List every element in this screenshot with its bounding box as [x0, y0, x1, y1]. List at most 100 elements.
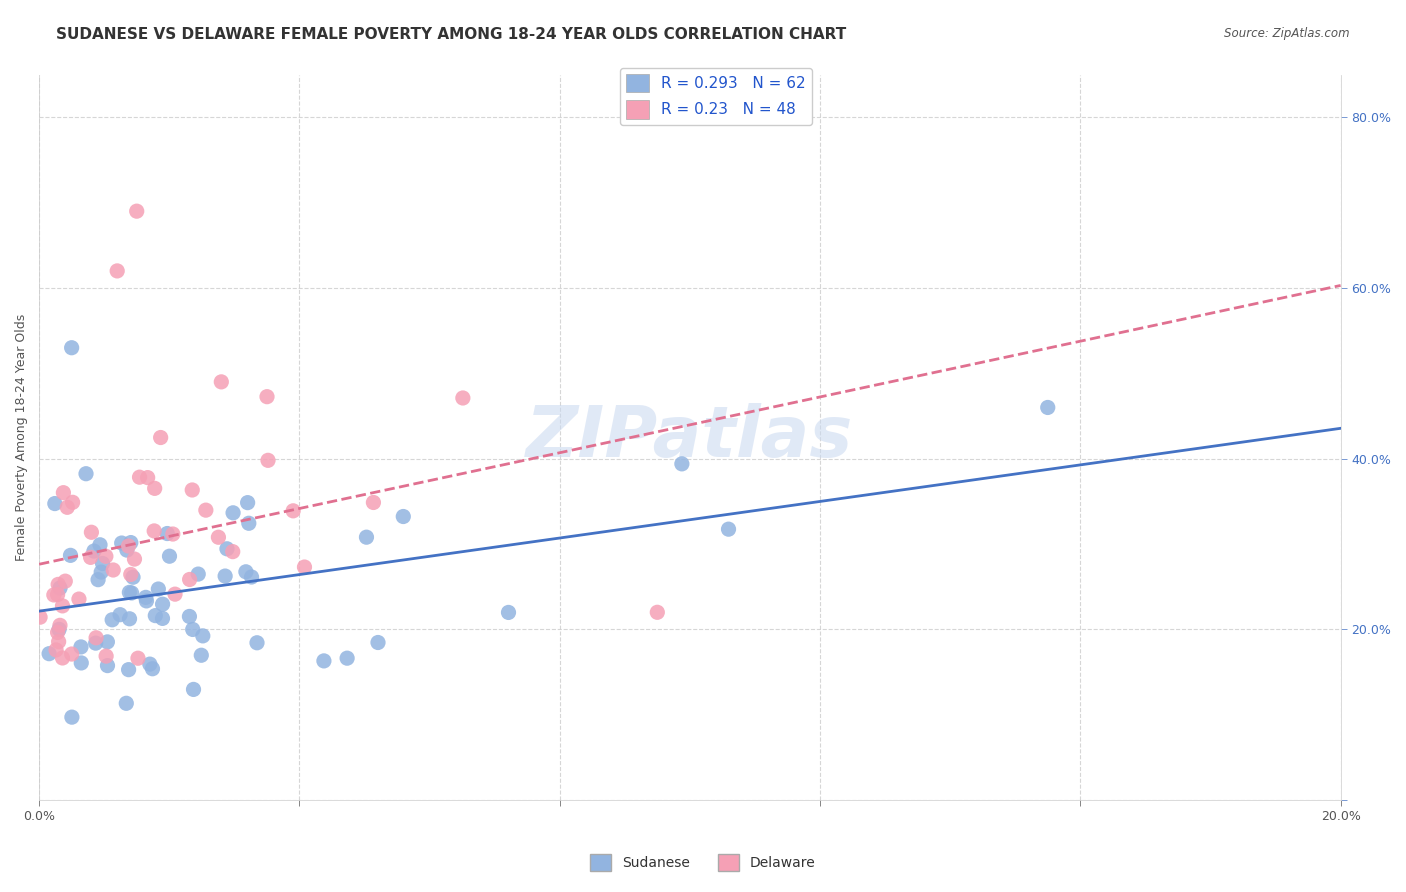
Point	[44, 497, 66, 511]
Point	[60, 647, 83, 661]
Point	[91, 557, 114, 571]
Point	[336, 651, 359, 665]
Point	[84, 636, 107, 650]
Point	[124, 552, 146, 566]
Point	[118, 585, 141, 599]
Point	[179, 573, 201, 587]
Point	[83, 544, 105, 558]
Point	[181, 483, 204, 497]
Point	[187, 567, 209, 582]
Point	[257, 453, 280, 467]
Point	[120, 567, 142, 582]
Point	[209, 375, 232, 389]
Point	[108, 607, 131, 622]
Point	[115, 696, 138, 710]
Point	[671, 457, 693, 471]
Point	[53, 574, 76, 589]
Point	[90, 565, 112, 579]
Point	[312, 654, 335, 668]
Point	[80, 525, 103, 540]
Point	[128, 470, 150, 484]
Point	[159, 549, 181, 564]
Text: SUDANESE VS DELAWARE FEMALE POVERTY AMONG 18-24 YEAR OLDS CORRELATION CHART: SUDANESE VS DELAWARE FEMALE POVERTY AMON…	[56, 27, 846, 42]
Point	[103, 563, 125, 577]
Point	[115, 543, 138, 558]
Point	[60, 341, 83, 355]
Point	[62, 495, 84, 509]
Point	[246, 636, 269, 650]
Point	[215, 541, 238, 556]
Point	[117, 663, 139, 677]
Point	[194, 503, 217, 517]
Point	[87, 573, 110, 587]
Point	[111, 536, 134, 550]
Point	[191, 629, 214, 643]
Point	[717, 522, 740, 536]
Point	[256, 390, 278, 404]
Point	[190, 648, 212, 663]
Point	[79, 550, 101, 565]
Point	[236, 495, 259, 509]
Point	[392, 509, 415, 524]
Point	[136, 470, 159, 484]
Point	[356, 530, 378, 544]
Point	[152, 611, 174, 625]
Point	[240, 570, 263, 584]
Point	[451, 391, 474, 405]
Point	[94, 649, 117, 664]
Point	[125, 204, 148, 219]
Point	[156, 526, 179, 541]
Point	[94, 549, 117, 564]
Point	[152, 597, 174, 611]
Point	[56, 500, 79, 515]
Point	[179, 609, 201, 624]
Point	[46, 625, 69, 640]
Point	[51, 599, 73, 613]
Point	[45, 643, 67, 657]
Point	[647, 605, 669, 619]
Point	[127, 651, 149, 665]
Point	[48, 623, 70, 637]
Point	[67, 592, 90, 607]
Text: Source: ZipAtlas.com: Source: ZipAtlas.com	[1225, 27, 1350, 40]
Point	[48, 634, 70, 648]
Point	[51, 651, 73, 665]
Point	[283, 504, 305, 518]
Point	[294, 560, 316, 574]
Point	[118, 612, 141, 626]
Point	[75, 467, 97, 481]
Point	[101, 613, 124, 627]
Point	[222, 544, 245, 558]
Point	[135, 591, 157, 605]
Point	[367, 635, 389, 649]
Point	[30, 610, 52, 624]
Point	[49, 618, 72, 632]
Point	[70, 656, 93, 670]
Point	[46, 577, 69, 591]
Point	[105, 264, 128, 278]
Point	[235, 565, 257, 579]
Point	[135, 594, 157, 608]
Legend: Sudanese, Delaware: Sudanese, Delaware	[585, 848, 821, 876]
Point	[122, 570, 145, 584]
Text: ZIPatlas: ZIPatlas	[526, 403, 853, 472]
Point	[1036, 401, 1059, 415]
Point	[222, 506, 245, 520]
Point	[46, 588, 69, 602]
Point	[117, 539, 139, 553]
Point	[70, 640, 93, 654]
Point	[49, 581, 72, 595]
Point	[84, 631, 107, 645]
Point	[181, 623, 204, 637]
Point	[52, 485, 75, 500]
Point	[38, 647, 60, 661]
Point	[96, 635, 118, 649]
Point	[143, 608, 166, 623]
Point	[162, 527, 184, 541]
Point	[59, 549, 82, 563]
Legend: R = 0.293   N = 62, R = 0.23   N = 48: R = 0.293 N = 62, R = 0.23 N = 48	[620, 68, 811, 125]
Point	[143, 524, 166, 538]
Point	[363, 495, 385, 509]
Point	[121, 586, 143, 600]
Point	[143, 481, 166, 495]
